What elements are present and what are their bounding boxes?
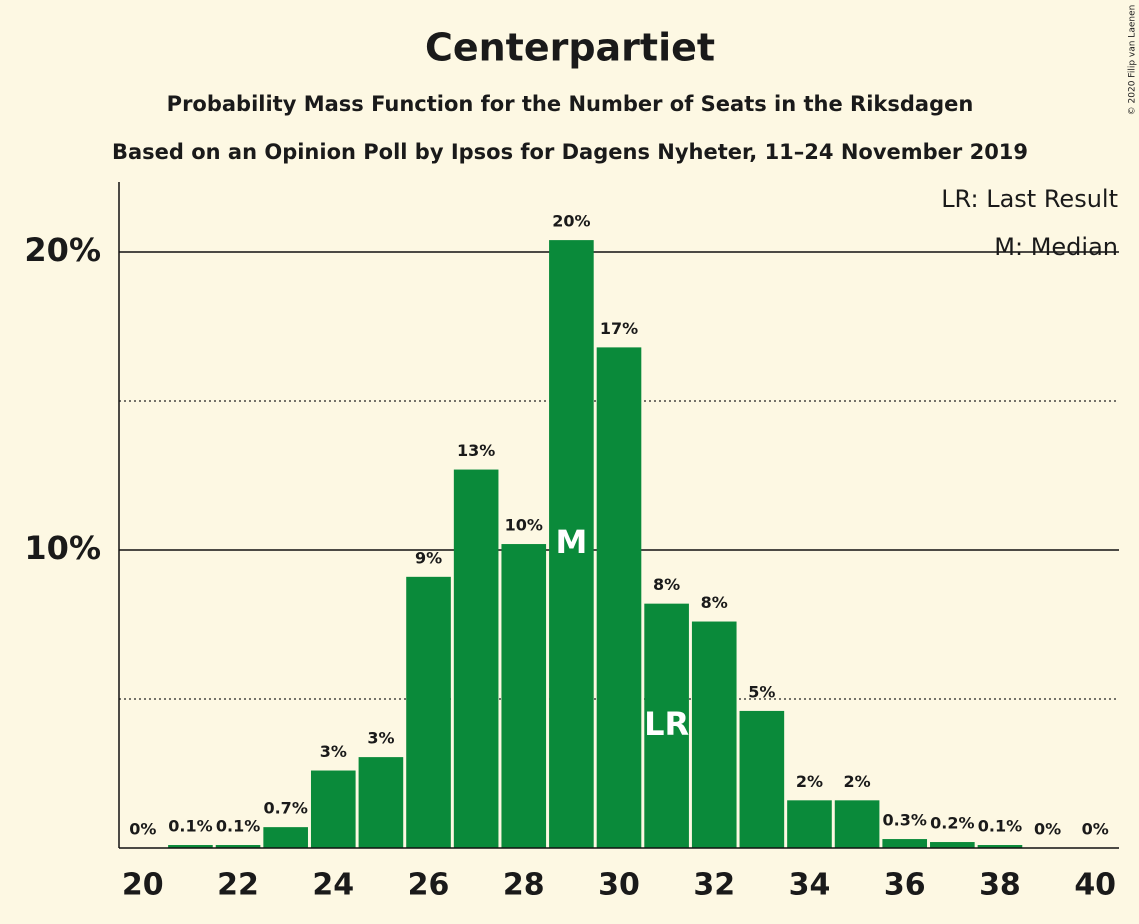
chart-title: Centerpartiet <box>425 26 715 70</box>
legend-entry: M: Median <box>994 233 1118 261</box>
bar <box>549 240 594 849</box>
x-tick-label: 20 <box>122 868 164 903</box>
annotation: LR <box>644 705 689 743</box>
value-label: 0.3% <box>883 811 927 830</box>
bar <box>930 842 975 848</box>
value-label: 0.2% <box>930 814 974 833</box>
value-label: 3% <box>367 729 394 748</box>
value-label: 10% <box>505 516 543 535</box>
value-label: 0.7% <box>263 799 307 818</box>
value-label: 2% <box>844 772 871 791</box>
chart-subtitle: Based on an Opinion Poll by Ipsos for Da… <box>112 140 1028 164</box>
x-tick-label: 28 <box>503 868 545 903</box>
x-tick-label: 38 <box>979 868 1021 903</box>
value-label: 8% <box>701 593 728 612</box>
bar <box>406 576 451 848</box>
value-label: 0% <box>1082 820 1109 839</box>
bar <box>882 839 928 848</box>
bar <box>787 800 832 848</box>
y-tick-label: 10% <box>24 529 101 567</box>
value-label: 20% <box>552 212 590 231</box>
y-tick-label: 20% <box>24 231 101 269</box>
x-tick-label: 22 <box>217 868 259 903</box>
bar <box>501 544 547 848</box>
x-tick-label: 30 <box>598 868 640 903</box>
legend-entry: LR: Last Result <box>941 185 1118 213</box>
annotation: M <box>555 523 587 561</box>
value-label: 0.1% <box>168 817 212 836</box>
bar <box>453 469 499 848</box>
value-label: 13% <box>457 441 495 460</box>
bar <box>834 800 880 848</box>
bar <box>977 845 1023 848</box>
value-label: 17% <box>600 319 638 338</box>
x-tick-label: 26 <box>408 868 450 903</box>
bar <box>215 845 261 848</box>
value-label: 9% <box>415 548 442 567</box>
chart-subtitle: Probability Mass Function for the Number… <box>167 92 974 116</box>
value-label: 0.1% <box>978 817 1022 836</box>
x-tick-label: 40 <box>1074 868 1116 903</box>
value-label: 5% <box>748 682 775 701</box>
x-tick-label: 32 <box>693 868 735 903</box>
value-label: 0.1% <box>216 817 260 836</box>
x-tick-label: 24 <box>312 868 354 903</box>
bar <box>263 827 308 848</box>
value-label: 2% <box>796 772 823 791</box>
bar <box>310 770 356 848</box>
bar <box>739 710 785 848</box>
bar <box>358 757 404 848</box>
bar <box>168 845 213 848</box>
bar <box>596 347 642 848</box>
bar <box>644 603 689 848</box>
x-tick-label: 34 <box>789 868 831 903</box>
copyright: © 2020 Filip van Laenen <box>1128 5 1138 116</box>
value-label: 3% <box>320 742 347 761</box>
value-label: 0% <box>1034 820 1061 839</box>
x-tick-label: 36 <box>884 868 926 903</box>
value-label: 0% <box>129 820 156 839</box>
value-label: 8% <box>653 575 680 594</box>
bar <box>691 621 737 848</box>
